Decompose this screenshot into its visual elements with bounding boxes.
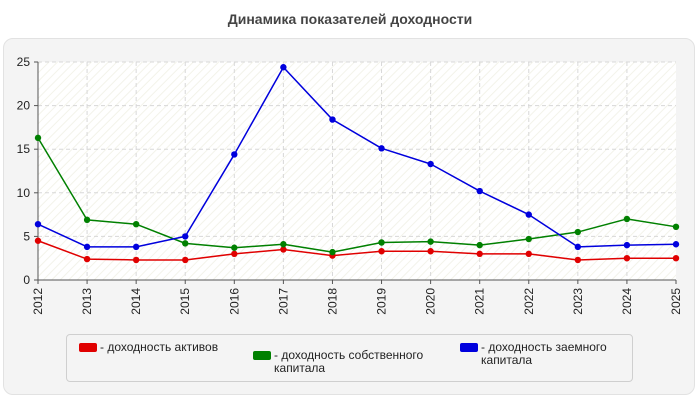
series-assets [34,237,680,264]
chart-legend: - доходность активов - доходность собств… [66,334,633,382]
data-point-equity [182,240,189,247]
legend-swatch-equity [253,351,271,360]
series-debt [34,64,680,251]
data-point-assets [378,248,385,255]
data-point-debt [672,241,680,248]
x-tick-label: 2015 [178,288,192,315]
data-point-debt [427,160,434,168]
y-tick-label: 10 [17,186,31,200]
data-point-debt [476,187,483,195]
legend-label-debt: - доходность заемного капитала [481,340,607,367]
data-point-equity [427,238,434,245]
data-point-equity [476,241,483,249]
series-line-debt [37,66,677,248]
data-point-assets [132,256,140,264]
legend-label-equity: - доходность собственного капитала [274,348,424,375]
data-point-assets [574,256,582,264]
data-point-equity [525,235,532,243]
x-tick-label: 2019 [375,288,389,315]
data-point-debt [280,64,287,71]
x-tick-label: 2022 [522,288,536,315]
data-point-assets [280,246,287,253]
data-point-assets [427,248,434,255]
data-point-assets [83,255,91,263]
y-tick-label: 15 [17,142,31,156]
data-point-debt [329,116,336,123]
chart-title: Динамика показателей доходности [227,11,473,27]
data-point-debt [231,151,238,158]
series-line-assets [37,240,676,261]
x-tick-label: 2014 [129,288,143,315]
data-point-assets [672,255,680,262]
series-equity [34,134,680,256]
data-point-debt [34,220,42,228]
x-tick-label: 2024 [620,288,634,315]
x-tick-label: 2018 [325,288,339,315]
x-tick-label: 2013 [80,288,94,315]
data-point-debt [132,243,140,251]
data-point-assets [34,237,42,244]
y-tick-label: 20 [17,99,31,113]
data-point-equity [132,220,140,228]
data-point-assets [623,255,631,262]
data-point-debt [623,241,631,249]
data-point-debt [574,243,582,251]
x-tick-label: 2020 [424,288,438,315]
data-point-equity [329,248,336,256]
y-tick-label: 0 [23,273,30,287]
y-tick-label: 5 [23,229,30,243]
legend-swatch-debt [460,343,478,352]
data-point-assets [476,250,483,258]
data-point-assets [231,250,238,258]
series-line-equity [37,137,677,253]
x-tick-label: 2016 [227,288,241,315]
data-point-debt [182,233,189,240]
data-point-equity [574,228,582,236]
data-point-debt [83,243,91,251]
x-tick-label: 2012 [31,288,45,315]
data-point-debt [378,145,385,152]
x-tick-label: 2025 [669,288,683,315]
legend-swatch-assets [79,343,97,352]
data-point-debt [525,211,532,218]
plot-area [38,62,676,280]
data-point-equity [34,134,42,142]
data-point-equity [83,216,91,224]
data-point-equity [378,239,385,246]
y-tick-label: 25 [17,55,31,69]
data-point-equity [672,223,680,231]
x-tick-label: 2017 [276,288,290,315]
legend-label-assets: - доходность активов [100,340,219,354]
data-point-assets [525,250,532,258]
x-tick-label: 2021 [473,288,487,315]
data-point-equity [280,241,287,248]
x-tick-label: 2023 [571,288,585,315]
data-point-equity [623,215,631,223]
data-point-assets [182,256,189,264]
data-point-equity [231,244,238,251]
